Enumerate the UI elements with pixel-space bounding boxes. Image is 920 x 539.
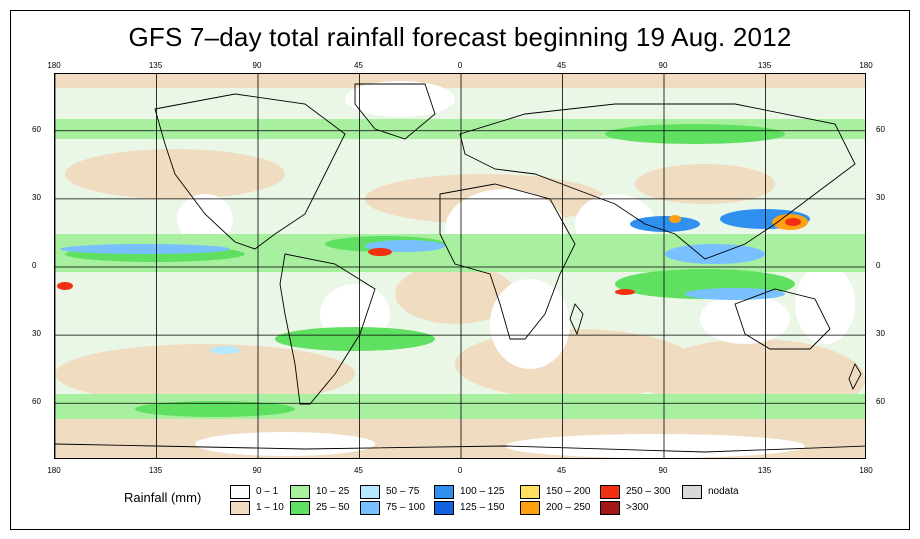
longitude-tick-label: 45 [557,61,566,70]
legend-swatch [360,501,380,515]
longitude-tick-label: 45 [354,466,363,475]
longitude-tick-label: 90 [252,466,262,475]
legend-label: 25 – 50 [316,502,350,513]
legend-swatch [230,501,250,515]
longitude-tick-label: 45 [354,61,363,70]
legend-swatch [682,485,702,499]
latitude-tick-label: 60 [876,124,885,134]
longitude-tick-label: 135 [757,61,772,70]
legend-swatch [600,485,620,499]
legend-label: 0 – 1 [256,486,279,497]
legend-label: 150 – 200 [546,486,591,497]
latitude-tick-label: 0 [876,261,881,270]
rainfall-map-svg [55,74,865,458]
legend-label: 125 – 150 [460,502,505,513]
latitude-tick-label: 30 [32,329,41,339]
legend-label: 50 – 75 [386,486,420,497]
longitude-tick-label: 180 [859,61,873,70]
latitude-tick-label: 0 [32,261,37,270]
legend-swatch [434,501,454,515]
legend-swatch [290,485,310,499]
longitude-tick-label: 90 [658,61,668,70]
legend-swatch [290,501,310,515]
latitude-tick-label: 60 [876,397,885,407]
legend-label: 250 – 300 [626,486,671,497]
longitude-tick-label: 180 [47,466,61,475]
rain-zone-0-1 [177,81,855,458]
legend-swatch [230,485,250,499]
legend-title: Rainfall (mm) [124,490,202,505]
longitude-tick-label: 0 [457,61,463,70]
latitude-tick-label: 60 [32,397,41,407]
legend-label: 100 – 125 [460,486,505,497]
figure-frame [10,10,910,530]
legend-label: >300 [626,502,649,513]
latitude-tick-label: 60 [32,124,41,134]
legend-label: nodata [708,486,739,497]
longitude-tick-label: 45 [557,466,566,475]
rainfall-legend: Rainfall (mm) 0 – 1 1 – 10 10 – 25 25 – 50 5… [0,483,920,523]
legend-swatch [600,501,620,515]
graticule [55,74,865,458]
longitude-tick-label: 135 [148,61,163,70]
rain-zone-150-plus [57,214,808,295]
longitude-tick-label: 90 [252,61,262,70]
latitude-tick-label: 30 [32,192,41,202]
legend-swatch [360,485,380,499]
longitude-tick-label: 180 [859,466,873,475]
legend-swatch [520,501,540,515]
latitude-tick-label: 30 [876,192,885,202]
rain-zone-10-50 [55,119,865,419]
longitude-tick-label: 135 [757,466,772,475]
legend-label: 75 – 100 [386,502,425,513]
longitude-tick-label: 180 [47,61,61,70]
longitude-tick-label: 90 [658,466,668,475]
legend-swatch [434,485,454,499]
latitude-tick-label: 30 [876,329,885,339]
coastlines [55,83,865,453]
legend-label: 1 – 10 [256,502,284,513]
longitude-tick-label: 135 [148,466,163,475]
map-title: GFS 7–day total rainfall forecast beginn… [128,22,792,52]
legend-label: 10 – 25 [316,486,350,497]
rainfall-map [54,73,866,459]
legend-label: 200 – 250 [546,502,591,513]
longitude-tick-label: 0 [457,466,463,475]
legend-swatch [520,485,540,499]
